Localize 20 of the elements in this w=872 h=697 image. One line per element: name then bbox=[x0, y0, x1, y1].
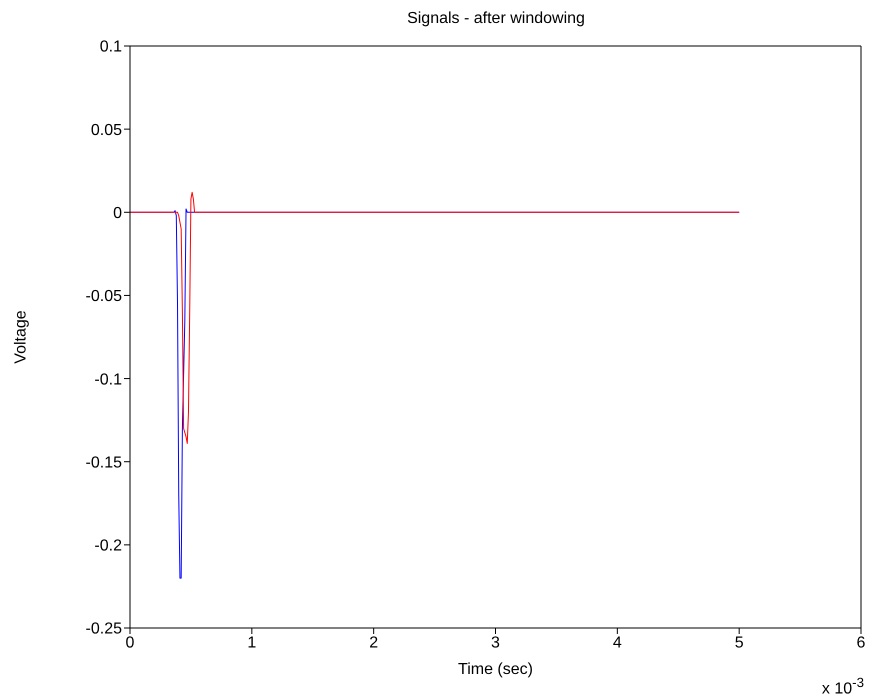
text: x 10$^{-3}$ bbox=[822, 675, 864, 697]
y-tick-label: 0.05 bbox=[90, 122, 122, 139]
x-tick-label: 5 bbox=[734, 634, 744, 652]
y-tick-label: -0.15 bbox=[86, 454, 122, 472]
x-tick-label: 1 bbox=[247, 634, 256, 652]
x-tick-label: 6 bbox=[856, 634, 866, 652]
y-tick-label: 0 bbox=[113, 204, 122, 222]
y-tick-label: -0.05 bbox=[86, 288, 122, 306]
chart-title: Signals - after windowing bbox=[406, 10, 586, 28]
x-axis-title: Time (sec) bbox=[458, 661, 533, 678]
y-tick-label: -0.2 bbox=[94, 538, 122, 555]
y-tick-label: 0.1 bbox=[100, 38, 122, 56]
y-tick-label: -0.1 bbox=[94, 371, 122, 388]
x-tick-label: 2 bbox=[369, 634, 378, 652]
x-tick-label: 0 bbox=[126, 634, 135, 652]
y-tick-label: -0.25 bbox=[86, 620, 122, 638]
y-axis-title: Voltage bbox=[12, 310, 30, 364]
x-tick-label: 3 bbox=[491, 634, 500, 652]
line-series bbox=[130, 192, 740, 444]
x-tick-label: 4 bbox=[612, 634, 622, 652]
